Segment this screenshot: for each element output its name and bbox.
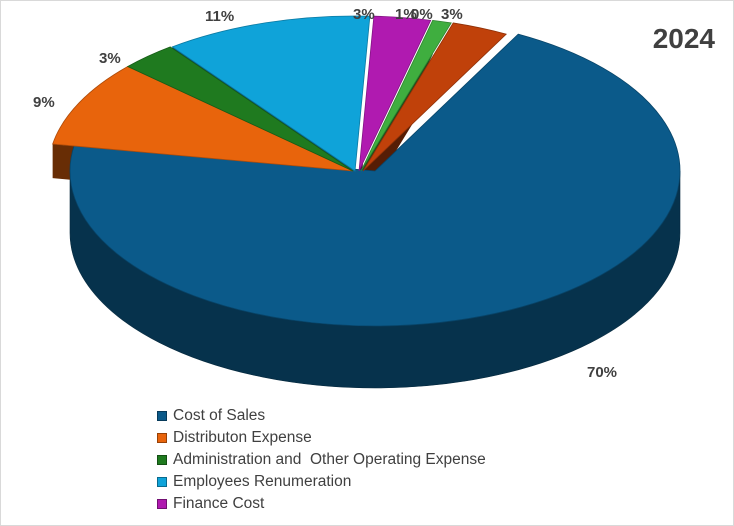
legend-label: Cost of Sales	[173, 407, 266, 424]
pie-slice	[360, 19, 452, 172]
legend-entry: Distributon Expense	[157, 427, 486, 449]
legend-entry: Administration and Other Operating Expen…	[157, 449, 486, 471]
legend-label: Finance Cost	[173, 495, 265, 512]
pie-slice	[362, 22, 507, 172]
pie-slice	[52, 66, 354, 172]
data-label: 3%	[441, 6, 463, 23]
chart-title: 2024	[652, 23, 715, 54]
data-label: 0%	[411, 6, 433, 23]
legend-swatch	[157, 455, 167, 465]
legend-swatch	[157, 499, 167, 509]
legend-swatch	[157, 477, 167, 487]
legend-label: Distributon Expense	[173, 429, 312, 446]
data-label: 3%	[99, 50, 121, 67]
pie-slice	[171, 15, 371, 172]
data-label: 1%	[395, 6, 417, 23]
legend-entry: Cost of Sales	[157, 405, 486, 427]
legend: Cost of Sales Distributon Expense Administ…	[157, 405, 486, 515]
pie-slice	[69, 33, 681, 327]
legend-swatch	[157, 411, 167, 421]
pie-slice	[358, 15, 432, 172]
legend-label: Employees Renumeration	[173, 473, 352, 490]
legend-entry: Finance Cost	[157, 493, 486, 515]
pie-slice	[126, 46, 354, 172]
data-label: 11%	[205, 8, 234, 25]
data-label: 3%	[353, 6, 375, 23]
data-label: 70%	[587, 364, 617, 381]
legend-swatch	[157, 433, 167, 443]
data-label: 9%	[33, 94, 55, 111]
legend-entry: Employees Renumeration	[157, 471, 486, 493]
legend-label: Administration and Other Operating Expen…	[173, 451, 486, 468]
